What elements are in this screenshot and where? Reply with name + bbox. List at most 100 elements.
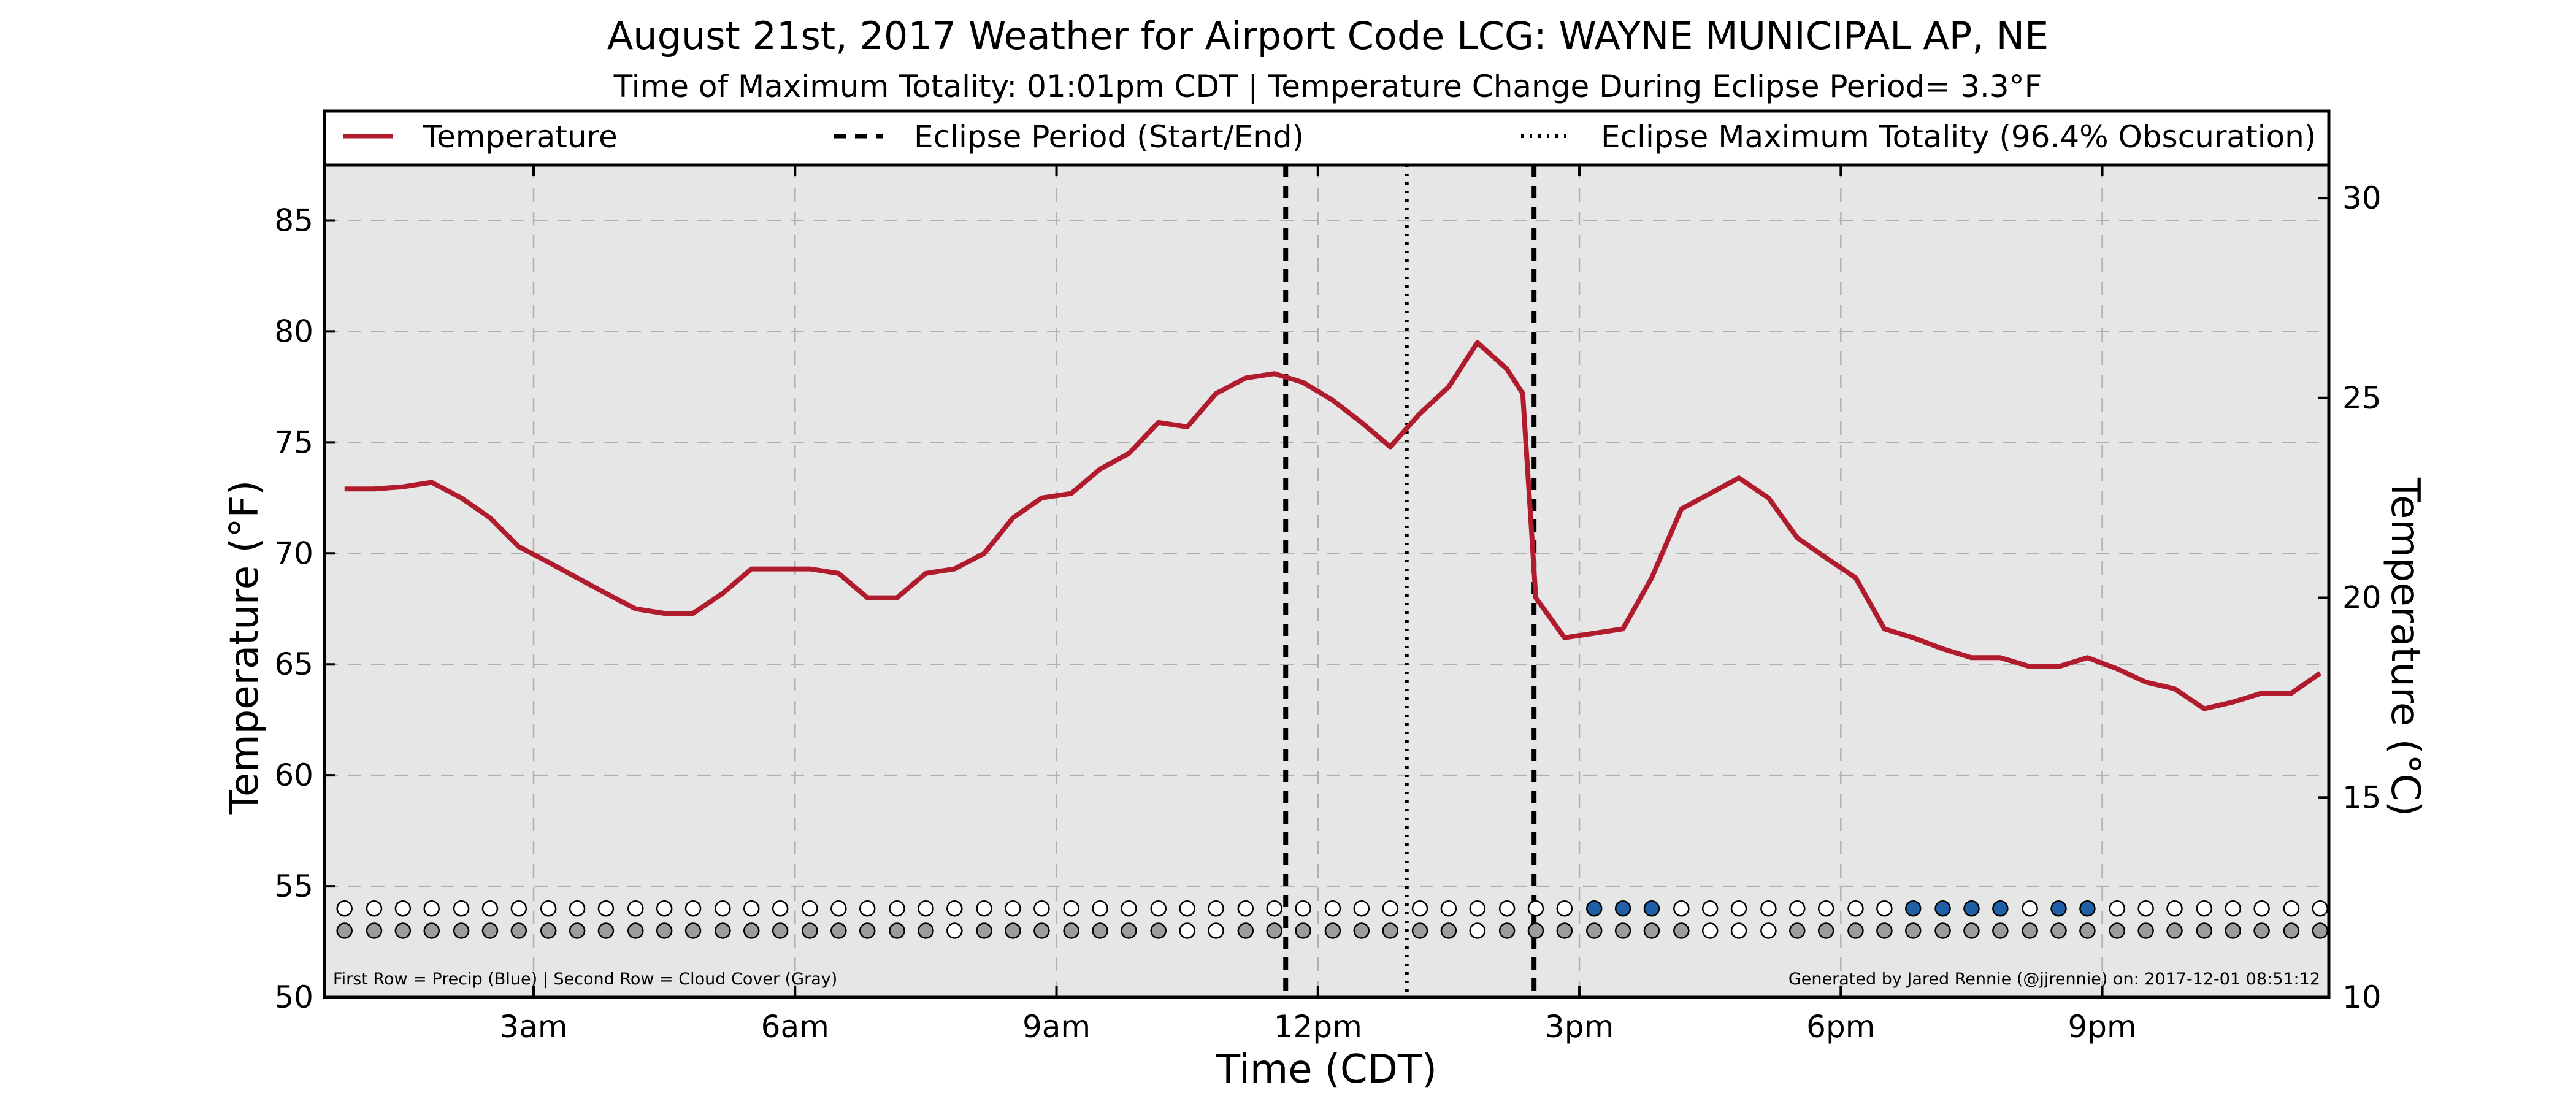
cloud-cover-marker xyxy=(1324,922,1341,939)
precip-marker xyxy=(2312,900,2329,917)
legend-eclipse-period-label: Eclipse Period (Start/End) xyxy=(914,119,1304,155)
y-tick-label: 70 xyxy=(274,535,313,571)
cloud-cover-marker xyxy=(1673,922,1690,939)
cloud-cover-marker xyxy=(918,922,934,939)
cloud-cover-marker xyxy=(1992,922,2009,939)
precip-marker xyxy=(715,900,731,917)
y-right-tick-label: 20 xyxy=(2342,580,2382,616)
y-tick-label: 55 xyxy=(274,868,313,904)
cloud-cover-marker xyxy=(540,922,557,939)
plot-frame xyxy=(323,163,2331,999)
precip-marker xyxy=(1295,900,1311,917)
chart-title: August 21st, 2017 Weather for Airport Co… xyxy=(607,13,2049,58)
cloud-cover-marker xyxy=(394,922,412,939)
cloud-cover-marker xyxy=(1440,922,1457,939)
precip-marker xyxy=(453,900,470,917)
temperature-series-line xyxy=(344,340,2322,711)
precip-marker xyxy=(946,900,963,917)
cloud-cover-marker xyxy=(1643,922,1660,939)
cloud-cover-marker xyxy=(946,922,963,939)
precip-marker xyxy=(1498,900,1516,917)
precip-marker xyxy=(1963,900,1980,917)
cloud-cover-marker xyxy=(597,922,615,939)
precip-marker xyxy=(481,900,499,917)
precip-marker xyxy=(1847,900,1864,917)
precip-marker xyxy=(1382,900,1398,917)
precip-marker xyxy=(1237,900,1254,917)
x-tick-label: 6pm xyxy=(1806,1009,1875,1045)
cloud-cover-marker xyxy=(1295,922,1311,939)
cloud-cover-marker xyxy=(2225,922,2241,939)
cloud-cover-marker xyxy=(2079,922,2096,939)
cloud-cover-marker xyxy=(510,922,527,939)
cloud-cover-marker xyxy=(1876,922,1893,939)
precip-marker xyxy=(2022,900,2038,917)
precip-marker xyxy=(1469,900,1486,917)
precip-marker xyxy=(1208,900,1224,917)
cloud-cover-marker xyxy=(366,922,383,939)
cloud-cover-marker xyxy=(1179,922,1195,939)
cloud-cover-marker xyxy=(889,922,905,939)
precip-marker xyxy=(2283,900,2300,917)
precip-marker xyxy=(656,900,673,917)
legend: Temperature Eclipse Period (Start/End) E… xyxy=(323,109,2331,167)
annotation-left: First Row = Precip (Blue) | Second Row =… xyxy=(333,970,837,989)
cloud-cover-marker xyxy=(1353,922,1370,939)
precip-marker xyxy=(1730,900,1747,917)
y-axis-label: Temperature (°F) xyxy=(222,480,267,815)
precip-marker xyxy=(1760,900,1777,917)
precip-marker xyxy=(569,900,586,917)
eclipse-markers xyxy=(1283,165,1537,997)
cloud-cover-marker xyxy=(1760,922,1777,939)
x-tick-label: 3am xyxy=(499,1009,567,1045)
precip-marker xyxy=(1817,900,1834,917)
precip-marker xyxy=(1324,900,1341,917)
precip-marker xyxy=(1353,900,1370,917)
cloud-cover-marker xyxy=(1208,922,1224,939)
precip-marker xyxy=(2050,900,2067,917)
cloud-cover-marker xyxy=(1904,922,1922,939)
x-tick-label: 9am xyxy=(1022,1009,1091,1045)
cloud-cover-marker xyxy=(772,922,789,939)
y-right-tick-label: 10 xyxy=(2342,979,2382,1015)
precip-marker xyxy=(1150,900,1167,917)
x-tick-label: 6am xyxy=(761,1009,829,1045)
precip-marker xyxy=(1934,900,1951,917)
precip-marker xyxy=(1179,900,1195,917)
precip-marker xyxy=(336,900,353,917)
legend-temperature-label: Temperature xyxy=(423,119,618,155)
cloud-cover-marker xyxy=(656,922,673,939)
precip-marker xyxy=(859,900,876,917)
cloud-cover-marker xyxy=(1121,922,1137,939)
precip-marker xyxy=(597,900,615,917)
x-axis: 3am 6am 9am 12pm 3pm 6pm 9pm xyxy=(499,165,2137,1045)
precip-marker xyxy=(540,900,557,917)
cloud-cover-marker xyxy=(2283,922,2300,939)
precip-marker xyxy=(1092,900,1108,917)
y-tick-label: 60 xyxy=(274,757,313,793)
precip-marker xyxy=(1266,900,1282,917)
precip-marker xyxy=(510,900,527,917)
precip-marker xyxy=(2079,900,2096,917)
precip-marker xyxy=(1005,900,1021,917)
cloud-cover-marker xyxy=(859,922,876,939)
precip-marker xyxy=(423,900,440,917)
annotation-right: Generated by Jared Rennie (@jjrennie) on… xyxy=(1788,970,2320,989)
cloud-cover-marker xyxy=(743,922,760,939)
y-tick-label: 85 xyxy=(274,202,313,238)
precip-marker xyxy=(1527,900,1544,917)
precip-marker xyxy=(2137,900,2154,917)
cloud-cover-marker xyxy=(1556,922,1573,939)
cloud-cover-marker xyxy=(1585,922,1603,939)
precip-marker xyxy=(1614,900,1631,917)
x-tick-label: 3pm xyxy=(1545,1009,1614,1045)
precip-marker xyxy=(1992,900,2009,917)
precip-marker xyxy=(2225,900,2241,917)
y-right-tick-label: 30 xyxy=(2342,180,2382,216)
cloud-cover-marker xyxy=(1469,922,1486,939)
cloud-cover-marker xyxy=(2109,922,2125,939)
precip-marker xyxy=(1063,900,1079,917)
cloud-cover-marker xyxy=(1730,922,1747,939)
cloud-cover-marker xyxy=(2166,922,2183,939)
